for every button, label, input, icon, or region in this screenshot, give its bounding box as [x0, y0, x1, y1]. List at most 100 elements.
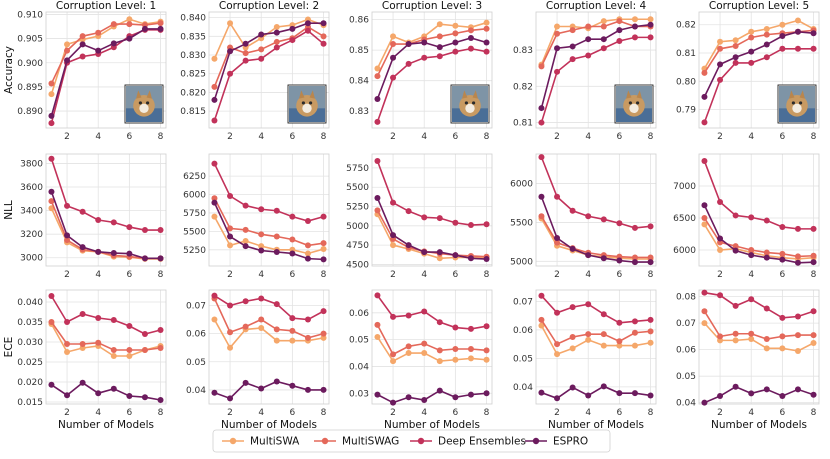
data-point [421, 249, 428, 256]
data-point [374, 73, 381, 80]
x-tick-label: 8 [321, 132, 327, 142]
y-tick-label: 3400 [20, 207, 43, 217]
data-point [763, 25, 770, 32]
x-tick-label: 6 [780, 270, 786, 280]
data-point [748, 296, 755, 303]
legend-marker [417, 437, 425, 445]
data-point [585, 252, 592, 259]
data-point [242, 237, 249, 244]
data-point [242, 379, 249, 386]
data-point [569, 334, 576, 341]
data-point [810, 252, 817, 259]
data-point [452, 39, 459, 46]
data-point [95, 29, 102, 36]
y-tick-label: 0.900 [17, 59, 43, 69]
data-point [538, 154, 545, 161]
plot-frame [208, 289, 330, 405]
legend-entry: MultiSWA [222, 436, 300, 448]
data-point [141, 347, 148, 353]
data-point [390, 54, 397, 61]
y-tick-label: 5000 [510, 257, 533, 267]
x-tick-label: 8 [321, 270, 327, 280]
data-point [374, 96, 381, 102]
x-axis-label: Number of Models [711, 419, 807, 431]
y-tick-label: 0.06 [349, 309, 369, 319]
data-point [569, 207, 576, 214]
data-point [779, 45, 786, 52]
data-point [794, 45, 801, 52]
y-tick-label: 3800 [20, 159, 43, 169]
data-point [436, 358, 443, 365]
data-point [701, 320, 708, 327]
data-point [258, 46, 265, 53]
data-point [732, 212, 739, 219]
data-point [48, 381, 55, 388]
data-point [538, 389, 545, 396]
data-point [585, 36, 592, 43]
data-point [483, 39, 490, 46]
data-point [242, 298, 249, 305]
x-tick-label: 4 [258, 270, 264, 280]
x-tick-label: 8 [158, 132, 164, 142]
panel-title: Corruption Level: 1 [56, 0, 156, 12]
data-point [421, 54, 428, 61]
data-point [748, 252, 755, 259]
data-point [227, 48, 234, 55]
data-point [717, 393, 724, 400]
data-point [467, 34, 474, 41]
data-point [227, 225, 234, 232]
data-point [126, 353, 133, 359]
data-point [320, 20, 327, 27]
data-point [273, 233, 280, 240]
data-point [273, 44, 280, 51]
data-point [258, 31, 265, 38]
data-point [273, 326, 280, 333]
data-point [585, 336, 592, 343]
data-point [157, 255, 164, 262]
y-tick-label: 5750 [346, 164, 369, 174]
data-point [600, 311, 607, 318]
data-point [467, 45, 474, 52]
data-point [64, 237, 71, 244]
data-point [647, 328, 654, 335]
y-tick-label: 0.80 [676, 77, 696, 87]
data-point [732, 302, 739, 309]
data-point [631, 390, 638, 397]
data-point [701, 308, 708, 315]
data-point [436, 347, 443, 354]
x-tick-label: 4 [95, 132, 101, 142]
data-point [304, 334, 311, 341]
y-tick-label: 5250 [183, 246, 206, 256]
data-point [258, 295, 265, 302]
y-tick-label: 0.07 [676, 319, 696, 329]
data-point [304, 218, 311, 225]
cat-ear-left [462, 90, 468, 99]
data-point [616, 390, 623, 397]
y-tick-label: 0.04 [349, 362, 369, 372]
data-point [701, 202, 708, 209]
data-point [48, 120, 55, 127]
data-point [289, 25, 296, 32]
data-point [242, 323, 249, 330]
data-point [717, 292, 724, 299]
legend-label: MultiSWAG [342, 436, 399, 448]
data-point [794, 313, 801, 320]
data-point [211, 117, 218, 124]
data-point [748, 390, 755, 397]
data-point [732, 247, 739, 254]
data-point [600, 23, 607, 30]
legend-entry: ESPRO [525, 436, 588, 448]
data-point [600, 383, 607, 390]
data-point [701, 93, 708, 100]
y-tick-label: 5500 [346, 183, 369, 193]
data-point [64, 47, 71, 54]
data-point [421, 39, 428, 46]
data-point [748, 336, 755, 343]
data-point [211, 160, 218, 167]
data-point [585, 213, 592, 220]
y-tick-label: 0.015 [17, 398, 43, 408]
data-point [779, 21, 786, 28]
data-point [600, 331, 607, 338]
x-axis-label: Number of Models [548, 419, 644, 431]
